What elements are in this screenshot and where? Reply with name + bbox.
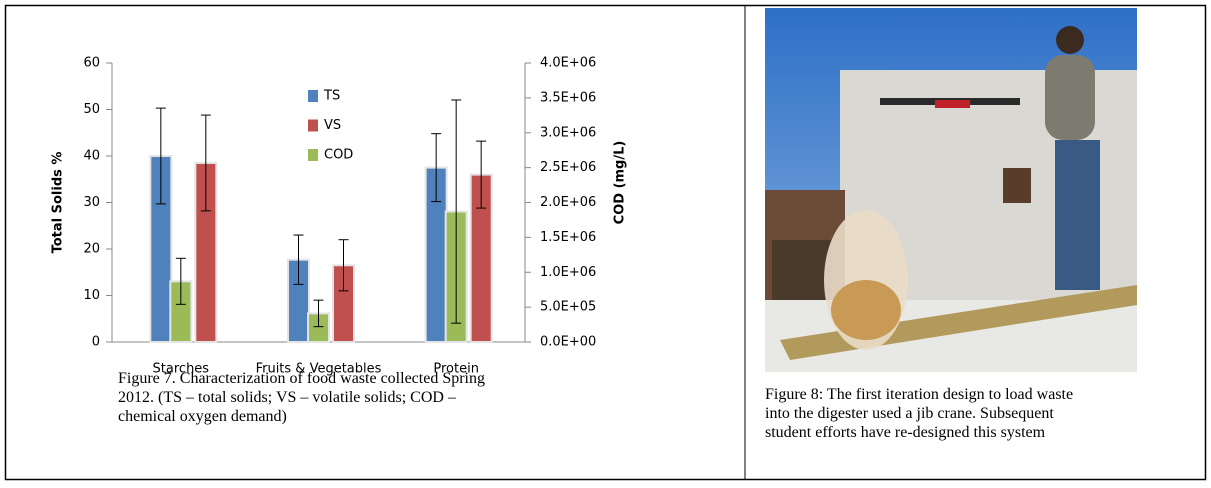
y2-tick-label: 5.0E+05 (540, 300, 596, 315)
y2-tick-label: 0.0E+00 (540, 335, 596, 350)
photo (765, 8, 1137, 372)
legend-label: TS (323, 89, 340, 104)
legend-swatch (308, 90, 318, 102)
figure7-caption: Figure 7. Characterization of food waste… (118, 369, 738, 426)
legend-label: VS (324, 118, 341, 133)
legend-label: COD (324, 148, 353, 163)
caption-line: student efforts have re-designed this sy… (765, 423, 1195, 442)
legend-swatch (308, 149, 318, 161)
y-tick-label: 10 (83, 288, 100, 303)
legend-swatch (308, 120, 318, 132)
y-tick-label: 20 (83, 242, 100, 257)
y2-axis-label: COD (mg/L) (613, 141, 628, 225)
caption-line: Figure 7. Characterization of food waste… (118, 369, 738, 388)
figure8-caption: Figure 8: The first iteration design to … (765, 385, 1195, 442)
caption-line: chemical oxygen demand) (118, 407, 738, 426)
y-tick-label: 40 (83, 149, 100, 164)
y2-tick-label: 3.5E+06 (540, 90, 596, 105)
y2-tick-label: 2.0E+06 (540, 195, 596, 210)
y2-tick-label: 4.0E+06 (540, 56, 596, 71)
y2-tick-label: 1.5E+06 (540, 230, 596, 245)
page: {"chart_data": {"type": "bar", "categori… (0, 0, 1211, 488)
y2-tick-label: 1.0E+06 (540, 265, 596, 280)
caption-line: Figure 8: The first iteration design to … (765, 385, 1195, 404)
y-tick-label: 50 (83, 102, 100, 117)
caption-line: 2012. (TS – total solids; VS – volatile … (118, 388, 738, 407)
y2-tick-label: 2.5E+06 (540, 160, 596, 175)
caption-line: into the digester used a jib crane. Subs… (765, 404, 1195, 423)
y2-tick-label: 3.0E+06 (540, 125, 596, 140)
y-tick-label: 0 (92, 335, 100, 350)
y-tick-label: 30 (83, 195, 100, 210)
y-axis-label: Total Solids % (51, 152, 66, 254)
y-tick-label: 60 (83, 56, 100, 71)
